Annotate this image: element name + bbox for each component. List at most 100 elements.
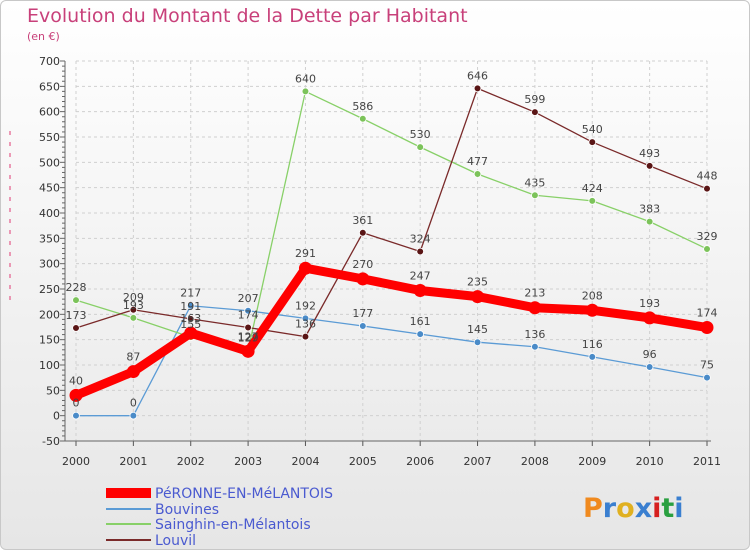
data-label: 599: [524, 93, 545, 106]
data-point: [129, 314, 138, 322]
data-point: [301, 332, 310, 341]
data-label: 0: [130, 397, 137, 410]
legend-label: Sainghin-en-Mélantois: [155, 517, 311, 533]
data-label: 209: [123, 291, 144, 304]
data-label: 213: [524, 287, 545, 300]
data-point: [588, 197, 597, 205]
data-label: 191: [180, 300, 201, 313]
data-point: [301, 314, 310, 323]
data-point: [356, 272, 370, 286]
data-point: [645, 217, 654, 226]
x-tick-label: 2003: [234, 455, 262, 468]
data-label: 193: [639, 297, 660, 310]
data-point: [359, 228, 367, 237]
data-point: [413, 284, 427, 298]
grid: [75, 60, 708, 442]
data-label: 493: [639, 147, 660, 160]
y-tick-label: 0: [53, 410, 60, 423]
y-tick-label: 50: [46, 384, 60, 397]
data-label: 448: [697, 170, 718, 183]
series-lines: [69, 84, 714, 420]
data-point: [72, 411, 80, 420]
y-tick-label: 400: [39, 207, 60, 220]
data-label: 235: [467, 276, 488, 289]
y-tick-label: 250: [39, 283, 60, 296]
data-point: [703, 373, 711, 382]
data-label: 127: [238, 330, 259, 343]
data-label: 477: [467, 155, 488, 168]
data-point: [700, 321, 714, 335]
data-point: [244, 306, 252, 315]
data-label: 193: [123, 299, 144, 312]
data-label: 424: [582, 182, 603, 195]
data-label: 640: [295, 72, 316, 85]
y-tick-label: 500: [39, 156, 60, 169]
x-tick-label: 2008: [521, 455, 549, 468]
data-point: [471, 290, 485, 304]
data-label: 646: [467, 69, 488, 82]
y-tick-label: 150: [39, 334, 60, 347]
data-point: [531, 191, 539, 200]
data-label: 129: [238, 331, 259, 344]
x-tick-label: 2000: [62, 455, 90, 468]
data-point: [643, 311, 657, 325]
data-label: 174: [238, 309, 259, 322]
data-point: [244, 323, 252, 332]
chart-title: Evolution du Montant de la Dette par Hab…: [27, 5, 468, 27]
data-label: 361: [352, 214, 373, 227]
data-point: [241, 344, 255, 358]
series-line-2: [75, 90, 708, 351]
data-label: 217: [180, 287, 201, 300]
data-label: 247: [410, 270, 431, 283]
data-label: 208: [582, 289, 603, 302]
data-point: [528, 301, 542, 315]
data-label: 96: [643, 348, 657, 361]
x-tick-label: 2005: [349, 455, 377, 468]
proxiti-logo-text: Proxiti: [583, 493, 684, 524]
data-point: [416, 143, 424, 151]
data-point: [531, 108, 539, 116]
data-label: 530: [410, 128, 431, 141]
data-point: [359, 114, 367, 123]
data-label: 177: [352, 307, 373, 320]
data-label: 174: [697, 307, 718, 320]
data-label: 586: [352, 100, 373, 113]
series-line-3: [75, 87, 708, 338]
x-tick-label: 2007: [464, 455, 492, 468]
data-point: [298, 261, 312, 275]
data-label: 87: [126, 351, 140, 364]
y-tick-label: 600: [39, 106, 60, 119]
x-tick-label: 2010: [636, 455, 664, 468]
data-label: 329: [697, 230, 718, 243]
legend: PéRONNE-EN-MéLANTOISBouvinesSainghin-en-…: [106, 486, 333, 549]
data-label: 40: [69, 374, 83, 387]
data-label: 435: [524, 176, 545, 189]
data-point: [473, 170, 482, 178]
data-label: 116: [582, 338, 603, 351]
data-point: [416, 330, 424, 338]
data-point: [703, 184, 711, 193]
data-label: 173: [66, 309, 87, 322]
axes: -500501001502002503003504004505005506006…: [9, 55, 721, 468]
x-tick-label: 2004: [291, 455, 319, 468]
data-point: [126, 365, 140, 379]
data-point: [359, 322, 367, 330]
y-tick-label: 300: [39, 258, 60, 271]
data-point: [703, 245, 711, 253]
data-point: [645, 162, 654, 170]
x-tick-label: 2006: [406, 455, 434, 468]
data-label: 291: [295, 247, 316, 260]
y-tick-label: 100: [39, 359, 60, 372]
y-tick-label: 200: [39, 308, 60, 321]
x-tick-label: 2009: [578, 455, 606, 468]
y-tick-label: 550: [39, 131, 60, 144]
data-point: [588, 353, 597, 361]
x-tick-label: 2002: [177, 455, 205, 468]
data-point: [72, 296, 80, 304]
data-point: [186, 315, 195, 323]
data-point: [645, 363, 654, 371]
data-point: [531, 342, 539, 351]
data-label: 207: [238, 292, 259, 305]
